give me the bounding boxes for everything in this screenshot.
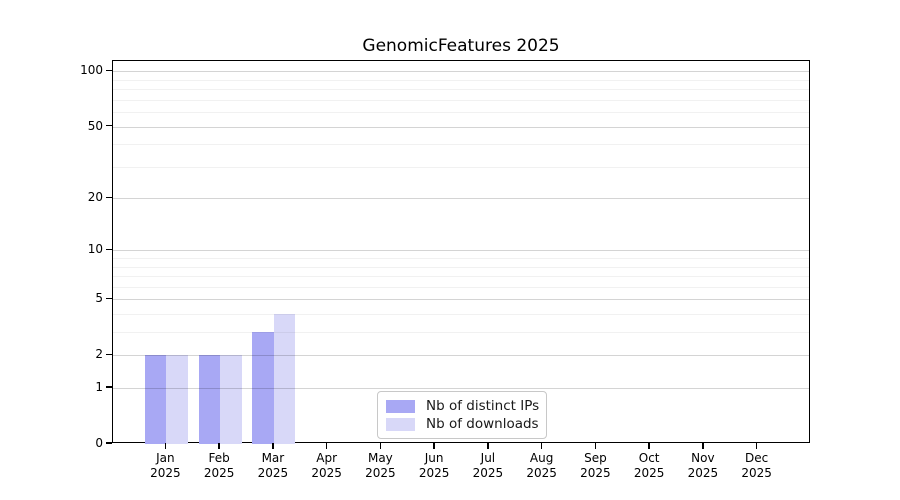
y-tick-50 xyxy=(106,124,112,127)
y-tick-label-0: 0 xyxy=(95,436,103,450)
x-tick-label-aug: Aug 2025 xyxy=(526,451,557,480)
legend-label-distinct-ips: Nb of distinct IPs xyxy=(426,398,540,414)
x-tick-label-oct: Oct 2025 xyxy=(633,451,665,480)
gridline-minor-8 xyxy=(113,266,809,268)
x-tick-jun xyxy=(433,443,435,449)
x-tick-label-jul: Jul 2025 xyxy=(472,451,504,480)
gridline-minor-9 xyxy=(113,258,809,260)
gridline-minor-6 xyxy=(113,286,809,288)
y-tick-20 xyxy=(106,196,112,198)
y-tick-label-100: 100 xyxy=(80,63,103,78)
x-tick-may xyxy=(379,443,382,449)
gridline-major-100 xyxy=(113,71,809,73)
y-tick-label-1: 1 xyxy=(95,380,103,395)
x-tick-jan xyxy=(164,443,167,449)
gridline-major-20 xyxy=(113,198,809,200)
y-tick-1 xyxy=(106,386,112,388)
bar-downloads-jan xyxy=(166,355,188,444)
x-tick-label-sep: Sep 2025 xyxy=(580,451,611,480)
gridline-minor-60 xyxy=(113,112,809,114)
gridline-major-2 xyxy=(113,355,809,357)
y-tick-10 xyxy=(106,248,112,251)
gridline-minor-80 xyxy=(113,89,809,91)
y-tick-100 xyxy=(106,69,112,72)
bar-downloads-feb xyxy=(220,355,242,444)
legend: Nb of distinct IPs Nb of downloads xyxy=(377,391,547,439)
y-tick-0 xyxy=(106,442,112,444)
gridline-minor-40 xyxy=(113,144,809,146)
bar-downloads-mar xyxy=(273,314,296,444)
gridline-minor-4 xyxy=(113,314,809,316)
y-tick-label-10: 10 xyxy=(87,242,103,257)
x-tick-nov xyxy=(702,443,704,449)
y-tick-label-20: 20 xyxy=(87,190,103,205)
x-tick-oct xyxy=(648,443,650,449)
legend-swatch-distinct-ips xyxy=(386,399,415,413)
x-tick-label-nov: Nov 2025 xyxy=(687,451,719,480)
x-tick-label-jun: Jun 2025 xyxy=(418,451,450,480)
legend-swatch-downloads xyxy=(386,417,415,431)
y-tick-label-5: 5 xyxy=(95,291,103,306)
legend-entry-downloads: Nb of downloads xyxy=(386,416,539,432)
plot-area xyxy=(112,60,810,444)
gridline-minor-90 xyxy=(113,79,809,81)
legend-entry-distinct-ips: Nb of distinct IPs xyxy=(386,398,540,414)
bar-distinct-ips-jan xyxy=(144,355,167,444)
gridline-minor-70 xyxy=(113,99,809,101)
x-tick-label-may: May 2025 xyxy=(365,451,396,480)
x-tick-label-feb: Feb 2025 xyxy=(203,451,235,480)
bar-distinct-ips-mar xyxy=(252,332,274,444)
x-tick-label-mar: Mar 2025 xyxy=(257,451,289,480)
gridline-minor-7 xyxy=(113,276,809,278)
gridline-major-50 xyxy=(113,126,809,128)
x-tick-feb xyxy=(218,443,220,449)
x-tick-apr xyxy=(325,443,328,449)
y-tick-label-50: 50 xyxy=(87,118,103,133)
y-tick-5 xyxy=(106,297,112,300)
chart-title: GenomicFeatures 2025 xyxy=(362,36,560,56)
x-tick-aug xyxy=(540,443,543,449)
legend-label-downloads: Nb of downloads xyxy=(426,416,539,432)
x-tick-label-apr: Apr 2025 xyxy=(311,451,342,480)
y-tick-label-2: 2 xyxy=(95,347,103,362)
gridline-major-5 xyxy=(113,299,809,301)
x-tick-sep xyxy=(594,443,597,449)
x-tick-label-dec: Dec 2025 xyxy=(741,451,772,480)
gridline-major-10 xyxy=(113,250,809,252)
x-tick-label-jan: Jan 2025 xyxy=(150,451,181,480)
gridline-minor-30 xyxy=(113,166,809,168)
bar-distinct-ips-feb xyxy=(198,355,221,444)
x-tick-mar xyxy=(272,443,274,449)
x-tick-jul xyxy=(487,443,489,449)
gridline-major-1 xyxy=(113,388,809,390)
gridline-minor-3 xyxy=(113,332,809,334)
x-tick-dec xyxy=(755,443,758,449)
y-tick-2 xyxy=(106,353,112,356)
